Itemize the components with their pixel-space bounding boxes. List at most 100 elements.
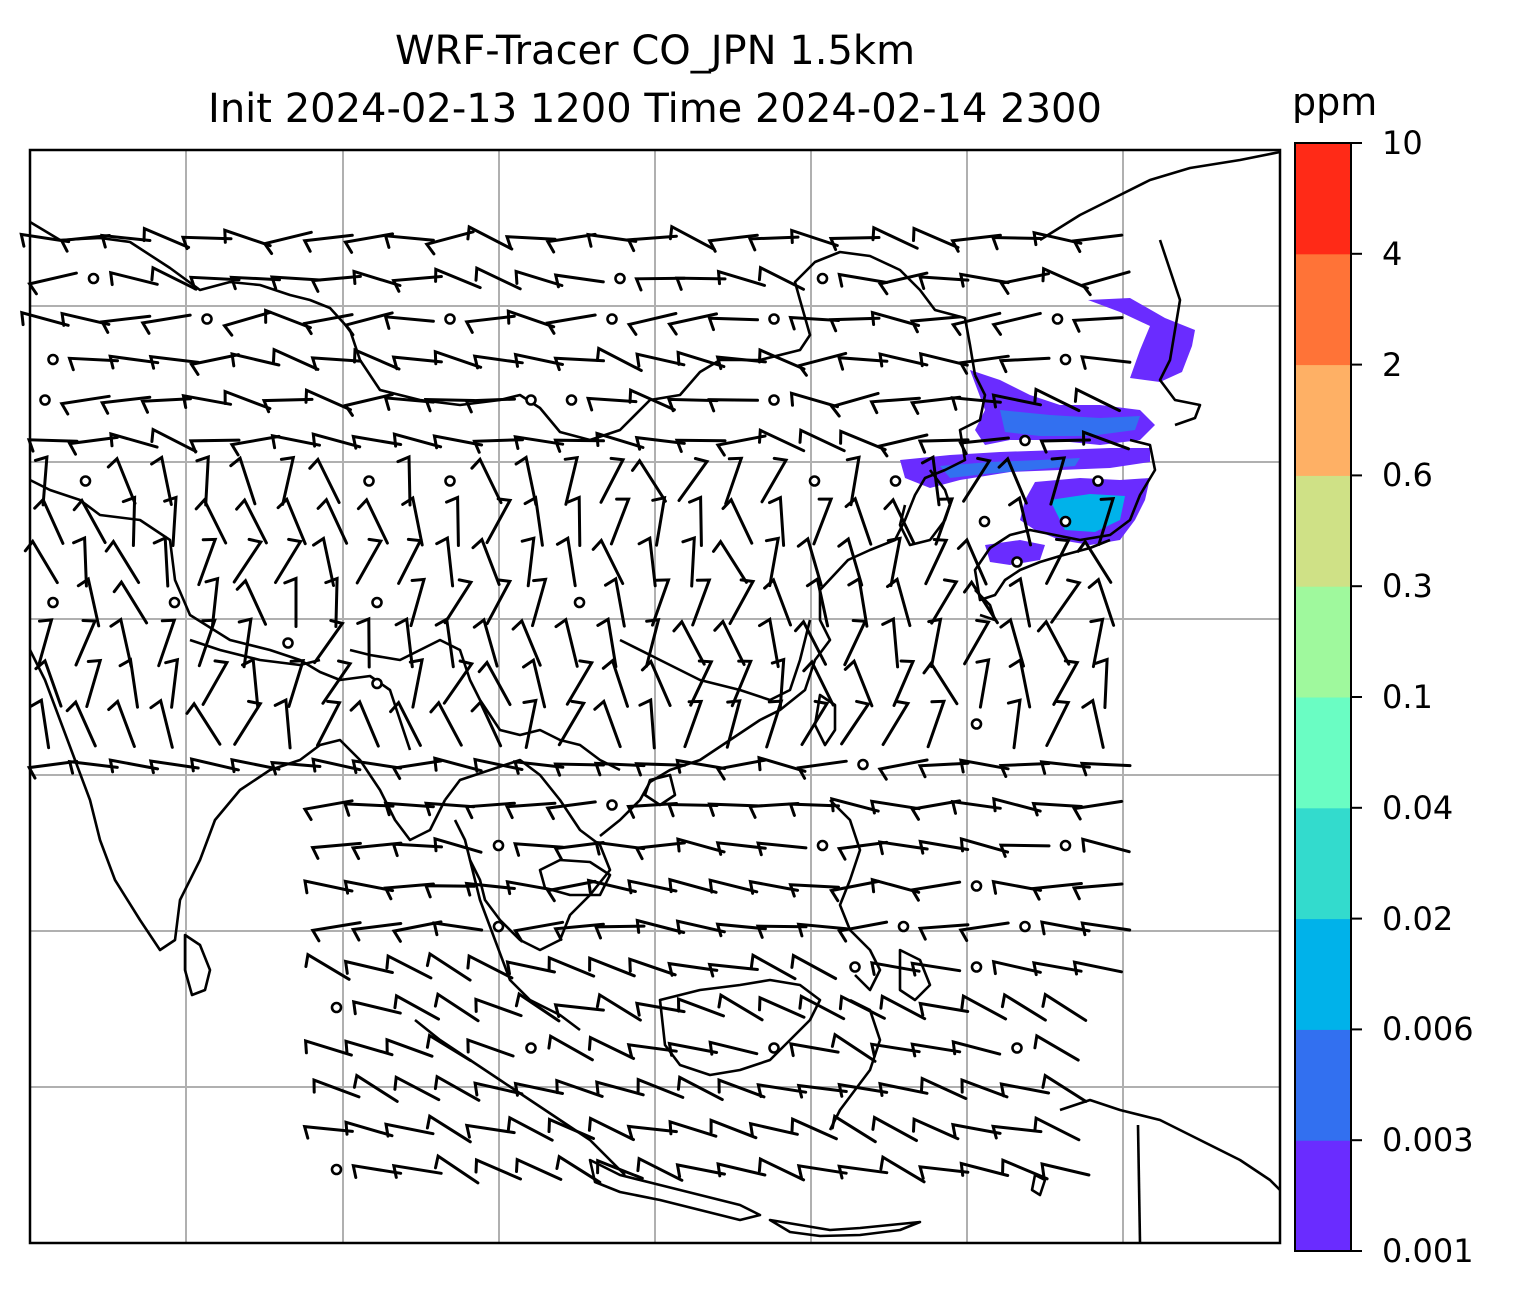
map-title-line1: WRF-Tracer CO_JPN 1.5km [394, 28, 916, 74]
wind-barb [869, 396, 921, 415]
wind-barb [269, 275, 322, 290]
wind-barb [1072, 960, 1123, 976]
wind-barb [472, 617, 499, 668]
wind-barb [586, 396, 638, 412]
wind-barb [34, 658, 63, 708]
wind-barb [596, 616, 618, 669]
wind-barb [303, 879, 354, 895]
wind-barb [148, 354, 200, 370]
wind-barb [645, 618, 661, 668]
wind-barb [628, 387, 676, 412]
wind-barb [118, 657, 139, 709]
wind-barb [918, 1001, 970, 1017]
calm-wind-markers [39, 272, 1104, 1176]
wind-barb [963, 618, 991, 666]
coastline [619, 619, 812, 702]
wind-barb [715, 922, 767, 938]
wind-barb [350, 841, 403, 861]
colorbar-band [1295, 143, 1351, 255]
wind-barb [909, 880, 962, 902]
wind-barb [555, 1154, 602, 1184]
wind-barb [423, 397, 476, 413]
wind-barb [108, 270, 159, 287]
wind-barb [1031, 882, 1083, 901]
wind-barb [553, 1003, 605, 1018]
wind-barb [23, 538, 59, 585]
wind-barb [960, 993, 1008, 1021]
wind-barb [470, 456, 503, 505]
wind-barb [892, 659, 916, 707]
wind-barb [960, 1077, 1009, 1099]
wind-barb [343, 393, 394, 417]
wind-barb [283, 576, 298, 628]
calm-marker [525, 1042, 537, 1054]
wind-barb [485, 578, 513, 626]
wind-barb [356, 497, 389, 545]
colorbar-band [1295, 586, 1351, 698]
wind-barb [72, 535, 88, 588]
wind-barb [312, 1077, 361, 1099]
wind-barb [1000, 992, 1047, 1022]
wind-barb [586, 878, 637, 894]
calm-marker [970, 718, 983, 730]
wind-barb [433, 756, 483, 773]
wind-barb [675, 758, 727, 774]
wind-barb [74, 619, 98, 667]
wind-barb [672, 619, 706, 666]
coastline [1136, 1124, 1142, 1244]
wind-barb [917, 438, 970, 454]
wind-barb [674, 276, 727, 291]
coastline [1059, 1098, 1281, 1191]
coastline [829, 799, 882, 992]
wind-barb [513, 842, 565, 857]
wind-barb [627, 879, 678, 895]
coastline [189, 638, 321, 667]
wind-barb [830, 1032, 877, 1063]
wind-barb [798, 993, 846, 1021]
wind-barb [140, 397, 192, 414]
colorbar-ticks [1351, 142, 1362, 1252]
colorbar-band [1295, 807, 1351, 920]
coastline [973, 438, 1157, 602]
wind-barb [474, 1157, 522, 1181]
wind-barb [1040, 920, 1091, 936]
wind-barb [689, 659, 714, 707]
wind-barb [33, 496, 65, 545]
wind-barb [188, 275, 241, 291]
wind-barb [1081, 837, 1131, 854]
wind-barb [513, 434, 565, 450]
wind-barb [959, 836, 1010, 854]
wind-barb [1080, 921, 1132, 937]
wind-barb [634, 841, 686, 861]
wind-barb [634, 435, 686, 451]
wind-barb [513, 352, 564, 368]
wind-barb [221, 310, 272, 337]
wind-barb [909, 395, 962, 415]
wind-barb [715, 758, 767, 781]
wind-barb [547, 955, 596, 978]
wind-barb [749, 952, 797, 981]
wind-barb [302, 233, 354, 253]
wind-barb [565, 659, 595, 706]
wind-barb [794, 619, 827, 666]
wind-barb [435, 535, 455, 588]
wind-barb [1049, 456, 1067, 506]
wind-barb [668, 224, 716, 251]
wind-barb [385, 1037, 434, 1058]
wind-barb [721, 497, 754, 545]
wind-barb [910, 1042, 962, 1058]
wind-barb [676, 996, 725, 1018]
wind-barb [707, 398, 759, 413]
wind-barb [676, 350, 726, 369]
wind-barb [276, 496, 307, 546]
wind-barb [683, 699, 704, 749]
wind-barb [229, 275, 281, 291]
calm-marker [371, 677, 383, 690]
calm-marker [1051, 313, 1064, 325]
calm-marker [978, 515, 991, 528]
wind-barb [344, 1039, 394, 1057]
wind-barb [951, 1122, 1002, 1138]
wind-barb [609, 497, 631, 546]
wind-barb [229, 455, 257, 506]
wind-barb [930, 578, 959, 625]
